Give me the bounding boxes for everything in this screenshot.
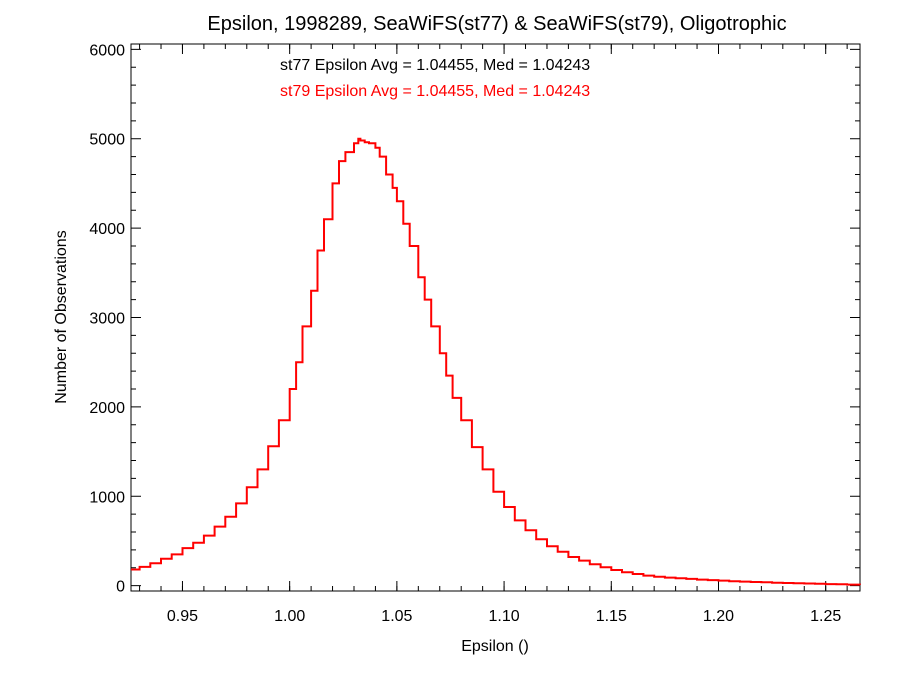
y-axis-label: Number of Observations bbox=[53, 230, 70, 403]
x-axis-label: Epsilon () bbox=[461, 638, 529, 655]
y-tick-label: 5000 bbox=[89, 132, 125, 149]
y-tick-label: 4000 bbox=[89, 221, 125, 238]
x-tick-label: 1.05 bbox=[381, 608, 412, 625]
x-tick-label: 1.10 bbox=[489, 608, 520, 625]
y-tick-label: 6000 bbox=[89, 42, 125, 59]
x-tick-labels: 0.95 1.00 1.05 1.10 1.15 1.20 1.25 bbox=[167, 608, 841, 625]
x-tick-label: 1.15 bbox=[596, 608, 627, 625]
series-step-line bbox=[131, 137, 861, 586]
x-tick-label: 1.25 bbox=[810, 608, 841, 625]
x-tick-label: 1.20 bbox=[703, 608, 734, 625]
x-tick-label: 0.95 bbox=[167, 608, 198, 625]
x-tick-label: 1.00 bbox=[274, 608, 305, 625]
y-tick-label: 3000 bbox=[89, 311, 125, 328]
plot-frame bbox=[130, 43, 861, 592]
y-tick-label: 2000 bbox=[89, 400, 125, 417]
y-tick-label: 1000 bbox=[89, 489, 125, 506]
minor-ticks bbox=[131, 44, 860, 591]
annotation-st79: st79 Epsilon Avg = 1.04455, Med = 1.0424… bbox=[280, 83, 590, 100]
annotation-st77: st77 Epsilon Avg = 1.04455, Med = 1.0424… bbox=[280, 57, 590, 74]
major-ticks bbox=[131, 44, 860, 591]
y-tick-label: 0 bbox=[116, 579, 125, 596]
y-tick-labels: 0 1000 2000 3000 4000 5000 6000 bbox=[89, 42, 125, 595]
chart-title: Epsilon, 1998289, SeaWiFS(st77) & SeaWiF… bbox=[207, 13, 786, 35]
